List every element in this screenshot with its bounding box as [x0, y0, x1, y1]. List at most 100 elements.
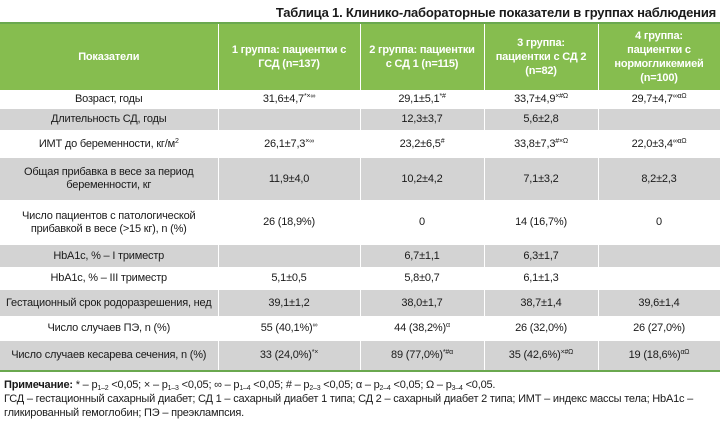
subscript: 1–4 — [239, 385, 251, 392]
table-cell — [598, 267, 720, 290]
table-cell: 26 (32,0%) — [484, 316, 599, 341]
cell-text: 6,7±1,1 — [404, 249, 440, 262]
row-label: Число случаев кесарева сечения, n (%) — [0, 341, 219, 370]
label-text: Число пациентов с патологической прибавк… — [22, 209, 196, 235]
cell-text: 26,1±7,3 — [264, 137, 306, 150]
superscript: *#α — [442, 349, 453, 356]
table-row: Длительность СД, годы 12,3±3,7 5,6±2,8 — [0, 109, 720, 130]
column-header: 4 группа: пациентки с нормогликемией (n=… — [598, 24, 720, 90]
table-cell: 33 (24,0%)*× — [218, 341, 361, 370]
row-label: Число случаев ПЭ, n (%) — [0, 316, 219, 341]
cell-text: 12,3±3,7 — [401, 113, 443, 125]
column-header: 2 группа: пациентки с СД 1 (n=115) — [360, 24, 485, 90]
table-cell: 55 (40,1%)∞ — [218, 316, 361, 341]
table-cell: 8,2±2,3 — [598, 158, 720, 200]
subscript: 2–4 — [379, 385, 391, 392]
row-label: Гестационный срок родоразрешения, нед — [0, 290, 219, 316]
table-row: Возраст, годы 31,6±4,7*×∞ 29,1±5,1*# 33,7±4… — [0, 90, 720, 109]
table-cell: 11,9±4,0 — [218, 158, 361, 200]
cell-text: 10,2±4,2 — [401, 172, 443, 185]
superscript: αΩ — [680, 349, 690, 356]
row-label: Общая прибавка в весе за период беременн… — [0, 158, 219, 200]
label-text: ИМТ до беременности, кг/м — [38, 137, 175, 150]
table-cell: 33,7±4,9×#Ω — [484, 90, 599, 109]
cell-text: 55 (40,1%) — [260, 322, 313, 334]
note: Примечание: * – p1–2 <0,05; × – p1–3 <0,… — [0, 370, 720, 420]
note-item: × – p — [143, 379, 168, 391]
table-cell: 89 (77,0%)*#α — [360, 341, 485, 370]
row-label: Длительность СД, годы — [0, 109, 219, 130]
row-label: HbA1c, % – I триместр — [0, 245, 219, 267]
superscript: ×#Ω — [560, 349, 574, 356]
note-item: <0,05. — [462, 379, 496, 391]
row-label: ИМТ до беременности, кг/м2 — [0, 130, 219, 158]
table-cell: 26 (18,9%) — [218, 200, 361, 245]
note-item: ∞ – p — [214, 379, 240, 391]
table-cell: 39,1±1,2 — [218, 290, 361, 316]
subscript: 1–3 — [167, 385, 179, 392]
table-cell — [218, 245, 361, 267]
cell-text: 38,0±1,7 — [401, 296, 443, 309]
table-cell: 6,1±1,3 — [484, 267, 599, 290]
superscript: ×∞ — [305, 137, 314, 145]
table-cell: 0 — [360, 200, 485, 245]
subscript: 2–3 — [309, 385, 321, 392]
cell-text: 26 (18,9%) — [263, 216, 315, 228]
table-cell — [598, 109, 720, 130]
table-cell: 5,8±0,7 — [360, 267, 485, 290]
cell-text: 39,1±1,2 — [268, 296, 310, 309]
table-row: Гестационный срок родоразрешения, нед 39,… — [0, 290, 720, 316]
header-row: Показатели 1 группа: пациентки с ГСД (n=1… — [0, 24, 720, 90]
table-cell: 14 (16,7%) — [484, 200, 599, 245]
table-cell: 29,1±5,1*# — [360, 90, 485, 109]
table-cell: 10,2±4,2 — [360, 158, 485, 200]
cell-text: 19 (18,6%) — [628, 349, 681, 361]
table-cell: 19 (18,6%)αΩ — [598, 341, 720, 370]
cell-text: 6,1±1,3 — [523, 272, 559, 284]
table-cell: 38,7±1,4 — [484, 290, 599, 316]
table-cell: 35 (42,6%)×#Ω — [484, 341, 599, 370]
table-cell: 6,7±1,1 — [360, 245, 485, 267]
note-item: Ω – p — [426, 379, 452, 391]
cell-text: 6,3±1,7 — [523, 249, 559, 262]
label-text: Число случаев кесарева сечения, n (%) — [11, 349, 207, 361]
cell-text: 35 (42,6%) — [508, 349, 561, 361]
cell-text: 7,1±3,2 — [523, 172, 559, 185]
table-cell: 12,3±3,7 — [360, 109, 485, 130]
cell-text: 33 (24,0%) — [259, 349, 312, 361]
cell-text: 33,8±7,3 — [514, 137, 556, 150]
cell-text: 26 (32,0%) — [515, 322, 567, 334]
table-cell: 6,3±1,7 — [484, 245, 599, 267]
table-row: ИМТ до беременности, кг/м2 26,1±7,3×∞ 23,2… — [0, 130, 720, 158]
cell-text: 23,2±6,5 — [399, 137, 441, 150]
note-item: <0,05; — [320, 379, 353, 391]
cell-text: 5,8±0,7 — [404, 272, 440, 284]
note-item: * – p — [75, 379, 98, 391]
table-row: Число случаев ПЭ, n (%) 55 (40,1%)∞ 44 (38… — [0, 316, 720, 341]
cell-text: 38,7±1,4 — [520, 296, 562, 309]
table-row: Число случаев кесарева сечения, n (%) 33 … — [0, 341, 720, 370]
label-text: Число случаев ПЭ, n (%) — [47, 322, 171, 334]
column-header: Показатели — [0, 24, 219, 90]
superscript: *×∞ — [303, 93, 316, 100]
label-text: HbA1c, % – I триместр — [53, 249, 165, 262]
cell-text: 89 (77,0%) — [391, 349, 443, 361]
table-cell: 0 — [598, 200, 720, 245]
superscript: #×Ω — [555, 137, 568, 145]
column-header: 1 группа: пациентки с ГСД (n=137) — [218, 24, 361, 90]
superscript: 2 — [174, 137, 179, 145]
cell-text: 33,7±4,9 — [514, 93, 556, 105]
cell-text: 29,1±5,1 — [398, 93, 440, 105]
table-cell: 38,0±1,7 — [360, 290, 485, 316]
table-cell: 44 (38,2%)α — [360, 316, 485, 341]
subscript: 1–2 — [97, 385, 109, 392]
cell-text: 8,2±2,3 — [641, 172, 677, 185]
label-text: Возраст, годы — [75, 93, 143, 105]
table-cell: 26,1±7,3×∞ — [218, 130, 361, 158]
superscript: ∞αΩ — [672, 137, 687, 145]
note-item: <0,05; — [250, 379, 283, 391]
table-row: Общая прибавка в весе за период беременн… — [0, 158, 720, 200]
label-text: Общая прибавка в весе за период беременн… — [23, 166, 194, 191]
